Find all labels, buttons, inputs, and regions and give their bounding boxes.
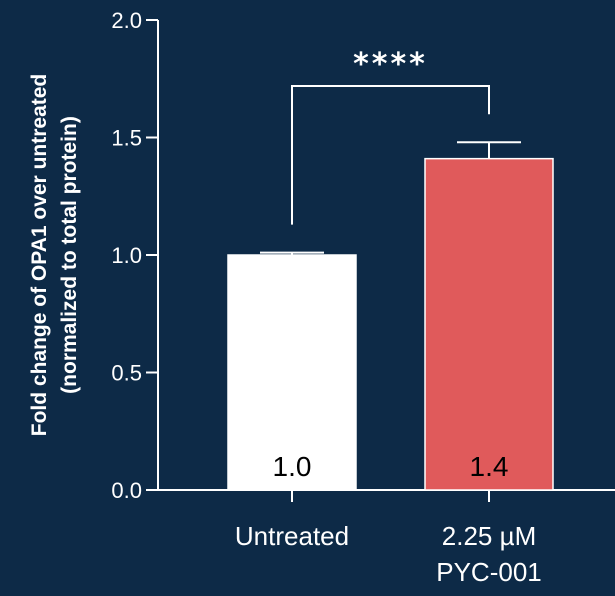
y-axis-title: Fold change of OPA1 over untreated (norm…	[28, 74, 81, 437]
y-tick-label: 0.5	[111, 361, 142, 386]
significance-bracket	[291, 85, 490, 225]
bar-value-label: 1.0	[273, 451, 312, 482]
x-tick-label: Untreated	[235, 521, 349, 551]
y-tick-label: 2.0	[111, 8, 142, 33]
x-tick-label: 2.25 µM	[442, 521, 536, 551]
y-axis-title-line-1: Fold change of OPA1 over untreated	[28, 74, 51, 437]
y-tick-label: 1.5	[111, 126, 142, 151]
significance-label: ****	[353, 47, 428, 82]
bar-value-label: 1.4	[470, 451, 509, 482]
bar	[424, 157, 554, 491]
y-tick-label: 1.0	[111, 243, 142, 268]
y-tick-label: 0.0	[111, 478, 142, 503]
x-tick-label: PYC-001	[436, 557, 542, 587]
plot-area: 0.0 0.5 1.0 1.5 2.0 1.0 Untreated 1.4 2.25 µM PYC…	[111, 8, 615, 587]
y-axis-title-line-2: (normalized to total protein)	[58, 116, 81, 394]
